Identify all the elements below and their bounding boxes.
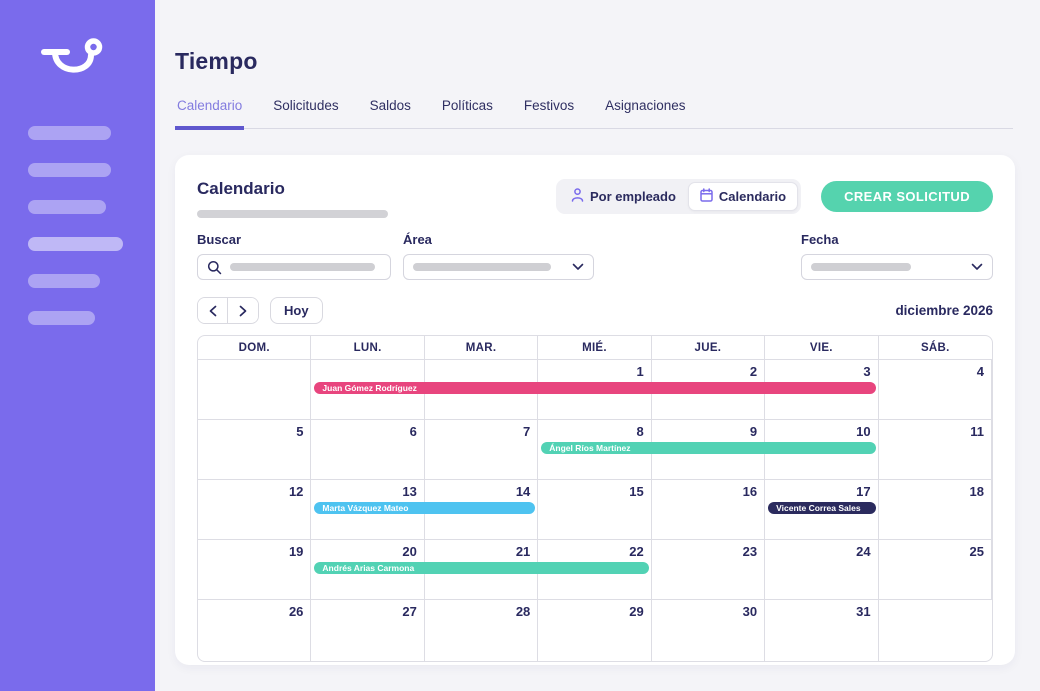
main-content: Tiempo Calendario Solicitudes Saldos Políti… <box>155 0 1040 691</box>
chevron-right-icon <box>239 305 247 317</box>
calendar-day-cell[interactable]: 18 <box>879 480 992 539</box>
tab-bar: Calendario Solicitudes Saldos Políticas Fest… <box>175 98 1013 130</box>
current-month-label: diciembre 2026 <box>895 303 993 318</box>
calendar-day-cell[interactable]: 22 <box>538 540 652 599</box>
calendar-day-cell[interactable]: 27 <box>311 600 425 661</box>
calendar-day-cell[interactable]: 12 <box>198 480 312 539</box>
day-header: JUE. <box>652 336 766 359</box>
calendar-weeks: 1 2 3 4 Juan Gómez Rodríguez 5 6 7 8 9 10 11 Ángel R… <box>198 360 992 661</box>
calendar-day-cell[interactable] <box>879 600 992 661</box>
nav-skeleton-bar <box>28 311 95 325</box>
calendar-event[interactable]: Marta Vázquez Mateo <box>314 502 536 514</box>
nav-skeleton-bar <box>28 274 100 288</box>
month-nav <box>197 297 259 324</box>
week-row: 26 27 28 29 30 31 <box>198 600 992 661</box>
area-select[interactable] <box>403 254 594 280</box>
calendar-day-cell[interactable]: 26 <box>198 600 312 661</box>
create-request-button[interactable]: CREAR SOLICITUD <box>821 181 993 212</box>
toggle-calendario[interactable]: Calendario <box>687 182 799 211</box>
calendar-day-cell[interactable]: 15 <box>538 480 652 539</box>
calendar-event[interactable]: Vicente Correa Sales <box>768 502 876 514</box>
calendar-event[interactable]: Andrés Arias Carmona <box>314 562 649 574</box>
calendar-grid: DOM. LUN. MAR. MIÉ. JUE. VIE. SÁB. 1 2 3 4 Juan Gó… <box>197 335 993 662</box>
nav-skeleton-bar <box>28 200 106 214</box>
day-header: MAR. <box>425 336 539 359</box>
panel-title: Calendario <box>197 179 285 198</box>
calendar-panel: Calendario Por empleado <box>175 155 1015 665</box>
tab-asignaciones[interactable]: Asignaciones <box>605 98 686 113</box>
tab-saldos[interactable]: Saldos <box>369 98 411 113</box>
chevron-left-icon <box>209 305 217 317</box>
calendar-day-cell[interactable]: 7 <box>425 420 539 479</box>
nav-skeleton-bar <box>28 126 111 140</box>
page-title: Tiempo <box>175 48 258 74</box>
week-row: 1 2 3 4 Juan Gómez Rodríguez <box>198 360 992 420</box>
calendar-day-cell[interactable]: 6 <box>311 420 425 479</box>
toggle-por-empleado[interactable]: Por empleado <box>559 182 688 211</box>
person-icon <box>571 188 584 205</box>
toggle-label: Calendario <box>718 189 787 204</box>
calendar-event[interactable]: Juan Gómez Rodríguez <box>314 382 876 394</box>
chevron-down-icon <box>971 263 983 271</box>
tab-festivos[interactable]: Festivos <box>523 98 575 113</box>
calendar-day-cell[interactable]: 11 <box>879 420 992 479</box>
calendar-day-cell[interactable]: 24 <box>765 540 879 599</box>
week-row: 19 20 21 22 23 24 25 Andrés Arias Carmona <box>198 540 992 600</box>
tab-calendario[interactable]: Calendario <box>175 98 245 130</box>
date-label: Fecha <box>801 232 839 247</box>
search-label: Buscar <box>197 232 242 247</box>
tab-políticas[interactable]: Políticas <box>441 98 493 113</box>
date-placeholder-bar <box>811 263 911 271</box>
calendar-day-cell[interactable]: 3 <box>765 360 879 419</box>
chevron-down-icon <box>572 263 584 271</box>
sidebar <box>0 0 155 691</box>
calendar-day-cell[interactable]: 29 <box>538 600 652 661</box>
calendar-day-cell[interactable]: 25 <box>879 540 992 599</box>
search-icon <box>207 260 222 275</box>
calendar-day-cell[interactable]: 28 <box>425 600 539 661</box>
calendar-day-cell[interactable]: 10 <box>765 420 879 479</box>
nav-skeleton-bar <box>28 237 123 251</box>
view-toggle: Por empleado Calendario <box>555 179 802 214</box>
calendar-event[interactable]: Ángel Ríos Martínez <box>541 442 876 454</box>
calendar-day-cell[interactable]: 23 <box>652 540 766 599</box>
day-header: DOM. <box>198 336 312 359</box>
nav-skeleton-bar <box>28 163 111 177</box>
today-button[interactable]: Hoy <box>270 297 323 324</box>
week-row: 5 6 7 8 9 10 11 Ángel Ríos Martínez <box>198 420 992 480</box>
day-header: SÁB. <box>920 342 950 354</box>
calendar-day-cell[interactable] <box>198 360 312 419</box>
calendar-icon <box>700 188 713 205</box>
calendar-day-cell[interactable]: 31 <box>765 600 879 661</box>
area-label: Área <box>403 232 432 247</box>
day-header: LUN. <box>311 336 425 359</box>
calendar-day-cell[interactable]: 14 <box>425 480 539 539</box>
day-header: MIÉ. <box>538 336 652 359</box>
calendar-day-cell[interactable]: 30 <box>652 600 766 661</box>
calendar-day-cell[interactable]: 5 <box>198 420 312 479</box>
day-header: VIE. <box>765 336 879 359</box>
sidebar-menu-skeleton <box>28 126 123 348</box>
prev-month-button[interactable] <box>198 298 228 323</box>
calendar-day-cell[interactable]: 19 <box>198 540 312 599</box>
search-input[interactable] <box>197 254 391 280</box>
calendar-day-cell[interactable]: 17 <box>765 480 879 539</box>
smile-logo-icon <box>40 36 106 89</box>
search-placeholder-bar <box>230 263 375 271</box>
week-row: 12 13 14 15 16 17 18 Marta Vázquez Mateo Vicente… <box>198 480 992 540</box>
subtitle-skeleton-bar <box>197 210 388 218</box>
next-month-button[interactable] <box>228 298 258 323</box>
calendar-day-cell[interactable]: 4 <box>879 360 992 419</box>
tab-solicitudes[interactable]: Solicitudes <box>273 98 339 113</box>
calendar-day-headers: DOM. LUN. MAR. MIÉ. JUE. VIE. SÁB. <box>198 336 992 360</box>
date-select[interactable] <box>801 254 993 280</box>
area-placeholder-bar <box>413 263 551 271</box>
calendar-day-cell[interactable]: 16 <box>652 480 766 539</box>
toggle-label: Por empleado <box>589 189 676 204</box>
